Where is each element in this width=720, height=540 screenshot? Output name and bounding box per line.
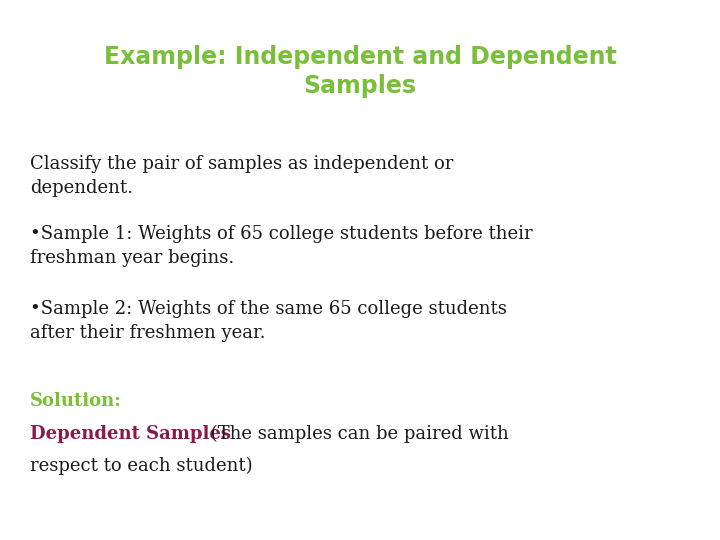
Text: •Sample 2: Weights of the same 65 college students
after their freshmen year.: •Sample 2: Weights of the same 65 colleg…	[30, 300, 507, 342]
Text: (The samples can be paired with: (The samples can be paired with	[205, 425, 509, 443]
Text: Classify the pair of samples as independent or
dependent.: Classify the pair of samples as independ…	[30, 155, 454, 197]
Text: Example: Independent and Dependent
Samples: Example: Independent and Dependent Sampl…	[104, 45, 616, 98]
Text: •Sample 1: Weights of 65 college students before their
freshman year begins.: •Sample 1: Weights of 65 college student…	[30, 225, 533, 267]
Text: respect to each student): respect to each student)	[30, 457, 253, 475]
Text: Dependent Samples: Dependent Samples	[30, 425, 231, 443]
Text: Solution:: Solution:	[30, 392, 122, 410]
